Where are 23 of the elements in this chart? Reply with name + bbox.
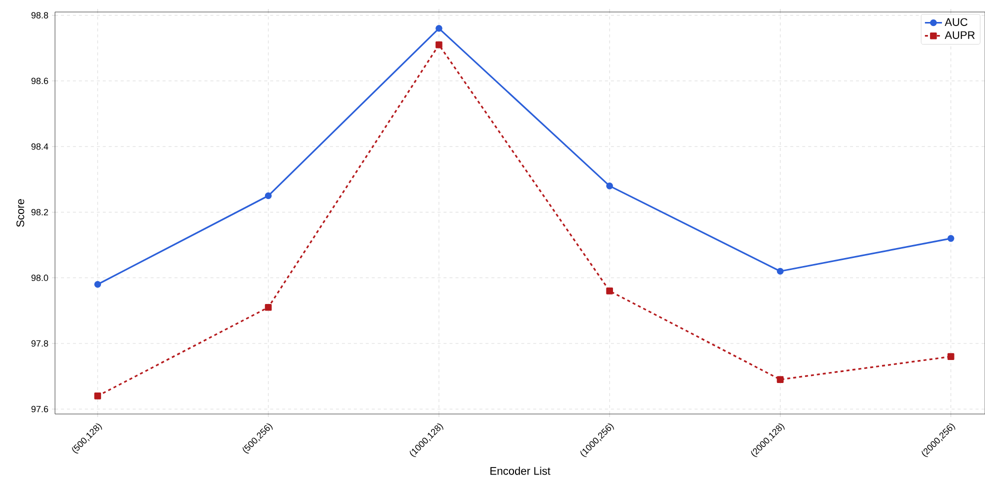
y-axis-title: Score (16, 199, 24, 227)
legend-label: AUPR (944, 31, 975, 39)
point (606, 182, 613, 190)
point (776, 268, 784, 275)
point (947, 235, 954, 242)
y-tick-label: 98.0 (31, 274, 48, 281)
y-tick-label: 97.8 (31, 340, 48, 347)
point (947, 353, 954, 360)
point (264, 192, 272, 200)
y-tick-label: 98.4 (31, 143, 48, 150)
point (776, 376, 784, 383)
point (94, 280, 102, 288)
point (94, 392, 102, 400)
legend-label: AUC (944, 18, 968, 26)
point (436, 25, 442, 32)
y-tick-label: 98.2 (31, 208, 48, 216)
x-axis-title: Encoder List (490, 466, 550, 475)
y-tick-label: 97.6 (31, 406, 48, 412)
point (264, 304, 272, 311)
point (606, 288, 613, 294)
y-tick-label: 98.8 (31, 12, 48, 18)
y-tick-label: 98.6 (31, 78, 48, 84)
point (436, 41, 442, 48)
